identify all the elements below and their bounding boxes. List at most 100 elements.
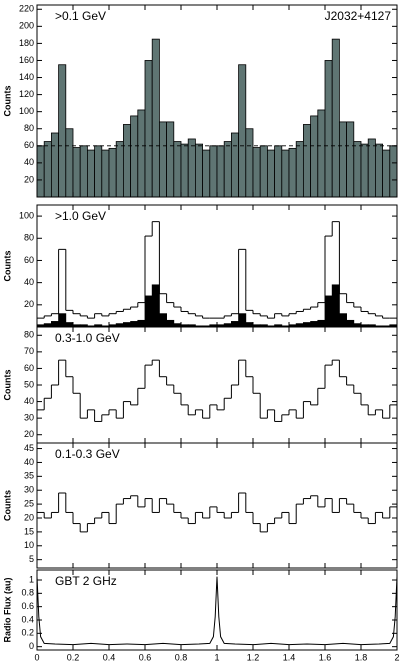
y-tick-label: 100	[19, 210, 34, 220]
y-tick-label: 80	[24, 330, 34, 340]
y-tick-label: 0.8	[21, 588, 34, 598]
x-tick-label: 0	[34, 652, 39, 662]
bar	[137, 109, 146, 198]
y-tick-label: 40	[24, 396, 34, 406]
bar	[209, 145, 218, 198]
bar	[238, 64, 247, 198]
bar	[43, 141, 52, 198]
y-tick-label: 45	[24, 443, 34, 453]
bar	[87, 149, 96, 198]
y-axis-label: Counts	[2, 251, 12, 282]
bar	[346, 121, 355, 198]
bar	[58, 64, 67, 198]
y-tick-label: 120	[19, 89, 34, 99]
bar	[367, 138, 376, 198]
bar	[331, 284, 340, 328]
bar	[338, 313, 347, 328]
bar	[65, 322, 74, 328]
y-axis-label: Counts	[2, 86, 12, 117]
y-tick-label: 20	[24, 512, 34, 522]
bar	[144, 60, 153, 198]
panel-title: 0.3-1.0 GeV	[55, 331, 120, 345]
y-tick-label: 0.2	[21, 628, 34, 638]
y-tick-label: 70	[24, 346, 34, 356]
x-tick-label: 2	[394, 652, 399, 662]
x-tick-label: 0.2	[67, 652, 80, 662]
bar	[51, 132, 60, 198]
bar	[324, 60, 333, 198]
y-tick-label: 60	[24, 363, 34, 373]
bar	[166, 121, 175, 198]
y-tick-label: 5	[29, 554, 34, 564]
y-tick-label: 60	[24, 140, 34, 150]
bar	[166, 319, 175, 328]
bar	[187, 138, 196, 198]
y-tick-label: 1	[29, 574, 34, 584]
bar	[123, 124, 132, 198]
bar	[158, 313, 167, 328]
y-tick-label: 200	[19, 21, 34, 31]
bar	[216, 145, 225, 198]
bar	[94, 145, 103, 198]
bar	[266, 149, 275, 198]
bar	[360, 143, 369, 198]
y-tick-label: 15	[24, 526, 34, 536]
bar	[245, 128, 254, 198]
bar	[108, 147, 117, 198]
bar	[252, 147, 261, 198]
bar	[137, 319, 146, 328]
bar	[151, 38, 160, 198]
bar	[310, 115, 319, 198]
y-tick-label: 180	[19, 38, 34, 48]
panel-title: GBT 2 GHz	[55, 574, 117, 588]
y-tick-label: 60	[24, 255, 34, 265]
x-tick-label: 1.6	[319, 652, 332, 662]
bar	[317, 319, 326, 328]
bar	[288, 147, 297, 198]
bar	[194, 143, 203, 198]
y-axis-label: Counts	[2, 370, 12, 401]
bar	[115, 141, 124, 198]
y-tick-label: 40	[24, 457, 34, 467]
bar	[123, 322, 132, 328]
y-tick-label: 30	[24, 413, 34, 423]
x-tick-label: 1.4	[283, 652, 296, 662]
bar	[158, 121, 167, 198]
y-tick-label: 40	[24, 157, 34, 167]
y-axis-label: Radio Flux (au)	[2, 577, 12, 642]
bar	[144, 295, 153, 328]
panel-frame	[36, 442, 398, 569]
y-tick-label: 100	[19, 106, 34, 116]
y-tick-label: 20	[24, 174, 34, 184]
y-tick-label: 20	[24, 429, 34, 439]
y-axis-label: Counts	[2, 490, 12, 521]
y-tick-label: 35	[24, 471, 34, 481]
bar	[230, 132, 239, 198]
y-tick-label: 160	[19, 55, 34, 65]
x-tick-label: 1	[214, 652, 219, 662]
bar	[274, 145, 283, 198]
bar	[180, 143, 189, 198]
bar	[51, 321, 60, 328]
bar	[389, 145, 398, 198]
y-tick-label: 50	[24, 379, 34, 389]
y-tick-label: 25	[24, 498, 34, 508]
panel-title: >1.0 GeV	[55, 209, 106, 223]
bar	[238, 313, 247, 328]
bar	[245, 322, 254, 328]
bar	[151, 284, 160, 328]
bar	[259, 145, 268, 198]
bar	[353, 141, 362, 198]
bar	[36, 145, 45, 198]
bar	[130, 115, 139, 198]
bar	[223, 141, 232, 198]
bar	[202, 149, 211, 198]
bar	[317, 109, 326, 198]
y-tick-label: 10	[24, 540, 34, 550]
y-tick-label: 0	[29, 641, 34, 651]
x-tick-label: 0.4	[103, 652, 116, 662]
y-tick-label: 0.6	[21, 601, 34, 611]
bar	[173, 141, 182, 198]
y-tick-label: 220	[19, 4, 34, 14]
